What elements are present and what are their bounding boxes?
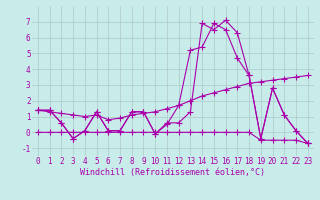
X-axis label: Windchill (Refroidissement éolien,°C): Windchill (Refroidissement éolien,°C) [80, 168, 265, 177]
